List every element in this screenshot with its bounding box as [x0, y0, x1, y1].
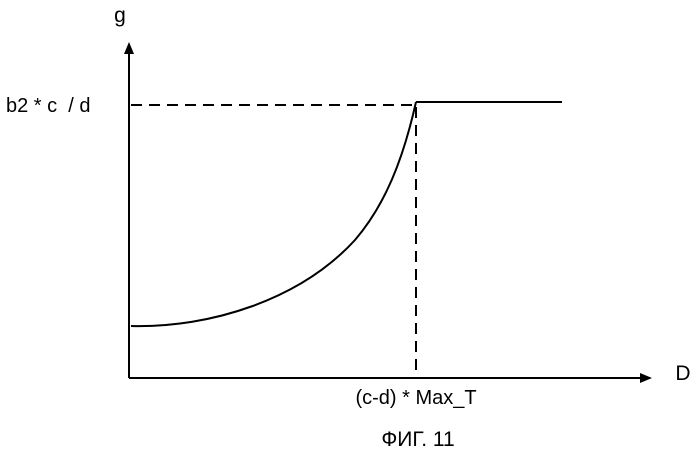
- rising-curve: [131, 102, 416, 326]
- y-level-label: b2 * c / d: [6, 95, 91, 117]
- figure-caption: ФИГ. 11: [381, 428, 454, 451]
- x-threshold-label: (c-d) * Max_T: [355, 387, 476, 409]
- x-axis-label: D: [675, 362, 690, 385]
- y-axis-label: g: [114, 4, 126, 27]
